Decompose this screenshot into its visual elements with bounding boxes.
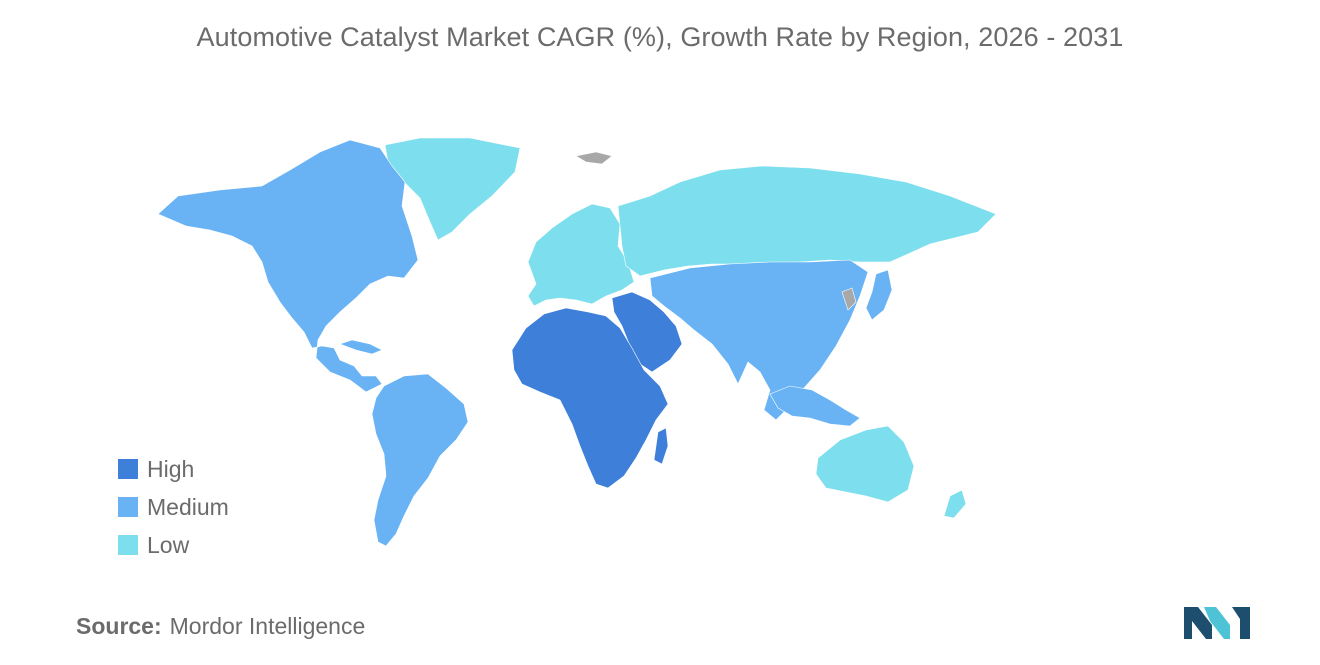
legend-label-low: Low xyxy=(147,531,190,558)
region-africa xyxy=(511,307,669,489)
region-madagascar xyxy=(653,427,669,465)
legend: High Medium Low xyxy=(118,450,229,564)
legend-item-medium: Medium xyxy=(118,488,229,526)
region-south-america xyxy=(371,373,469,547)
legend-swatch-high xyxy=(118,459,138,479)
region-australia xyxy=(815,425,915,503)
region-new-zealand xyxy=(943,489,967,519)
region-russia xyxy=(617,165,997,277)
region-caribbean xyxy=(339,339,383,355)
region-north-america xyxy=(157,139,419,393)
legend-item-high: High xyxy=(118,450,229,488)
source-line: Source: Mordor Intelligence xyxy=(76,613,365,640)
region-japan xyxy=(865,269,893,321)
mordor-intelligence-logo-icon xyxy=(1184,607,1250,639)
source-value: Mordor Intelligence xyxy=(169,613,366,639)
legend-swatch-medium xyxy=(118,497,138,517)
legend-swatch-low xyxy=(118,535,138,555)
legend-label-medium: Medium xyxy=(147,493,229,520)
logo-shape-mid xyxy=(1204,607,1230,639)
region-asia xyxy=(649,259,869,421)
region-no-data-korea xyxy=(841,287,857,311)
chart-title: Automotive Catalyst Market CAGR (%), Gro… xyxy=(196,22,1124,52)
logo-shape-left xyxy=(1184,607,1212,639)
region-middle-east xyxy=(611,291,683,373)
region-no-data-svalbard xyxy=(575,151,613,165)
logo-shape-right xyxy=(1232,607,1250,639)
legend-label-high: High xyxy=(147,455,195,482)
legend-item-low: Low xyxy=(118,526,229,564)
source-label: Source: xyxy=(76,613,162,639)
region-southeast-asia xyxy=(769,385,861,427)
region-europe xyxy=(527,203,635,307)
